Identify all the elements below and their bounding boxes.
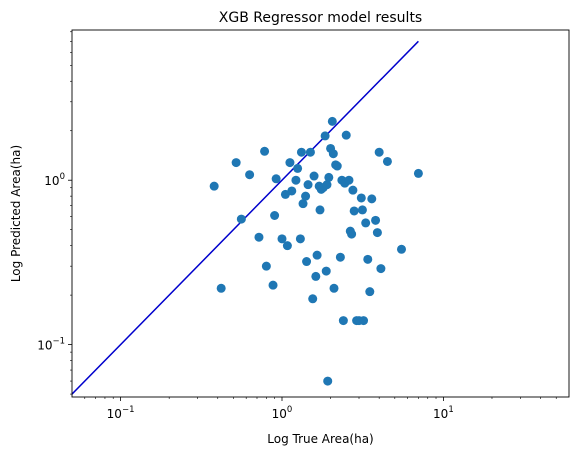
data-point xyxy=(344,176,353,185)
data-point xyxy=(245,170,254,179)
data-point xyxy=(363,255,372,264)
data-point xyxy=(285,158,294,167)
data-point xyxy=(302,257,311,266)
data-point xyxy=(375,148,384,157)
data-point xyxy=(330,284,339,293)
data-point xyxy=(321,131,330,140)
data-point xyxy=(329,149,338,158)
data-point xyxy=(308,294,317,303)
data-point xyxy=(311,272,320,281)
data-point xyxy=(217,284,226,293)
data-point xyxy=(324,173,333,182)
data-point xyxy=(210,182,219,191)
data-point xyxy=(316,205,325,214)
data-point xyxy=(350,206,359,215)
chart-title: XGB Regressor model results xyxy=(219,10,422,26)
data-point xyxy=(367,194,376,203)
data-point xyxy=(304,180,313,189)
data-point xyxy=(373,228,382,237)
data-point xyxy=(270,211,279,220)
data-point xyxy=(383,157,392,166)
data-point xyxy=(322,267,331,276)
data-point xyxy=(310,172,319,181)
data-point xyxy=(297,148,306,157)
data-point xyxy=(376,264,385,273)
data-point xyxy=(291,176,300,185)
y-tick-label: 100 xyxy=(44,172,65,188)
data-point xyxy=(254,233,263,242)
data-point xyxy=(313,251,322,260)
data-point xyxy=(293,164,302,173)
x-tick-label: 101 xyxy=(433,405,454,421)
data-point xyxy=(348,186,357,195)
y-axis-label: Log Predicted Area(ha) xyxy=(9,145,23,282)
data-point xyxy=(365,287,374,296)
data-point xyxy=(357,193,366,202)
data-point xyxy=(371,216,380,225)
data-point xyxy=(260,147,269,156)
data-point xyxy=(296,234,305,243)
data-point xyxy=(283,241,292,250)
data-point xyxy=(359,316,368,325)
data-point xyxy=(361,218,370,227)
data-point xyxy=(347,230,356,239)
data-point xyxy=(333,162,342,171)
x-tick-label: 100 xyxy=(272,405,293,421)
data-point xyxy=(414,169,423,178)
x-axis-label: Log True Area(ha) xyxy=(267,432,374,446)
data-point xyxy=(339,316,348,325)
x-tick-label: 10−1 xyxy=(107,405,135,421)
data-point xyxy=(397,245,406,254)
data-point xyxy=(342,131,351,140)
data-point xyxy=(287,186,296,195)
data-point xyxy=(269,281,278,290)
data-point xyxy=(301,192,310,201)
data-point xyxy=(328,117,337,126)
data-point xyxy=(272,174,281,183)
data-point xyxy=(358,205,367,214)
data-point xyxy=(306,148,315,157)
data-point xyxy=(336,253,345,262)
data-point xyxy=(232,158,241,167)
y-tick-label: 10−1 xyxy=(37,337,65,353)
data-point xyxy=(237,215,246,224)
data-point xyxy=(323,377,332,386)
data-point xyxy=(262,262,271,271)
